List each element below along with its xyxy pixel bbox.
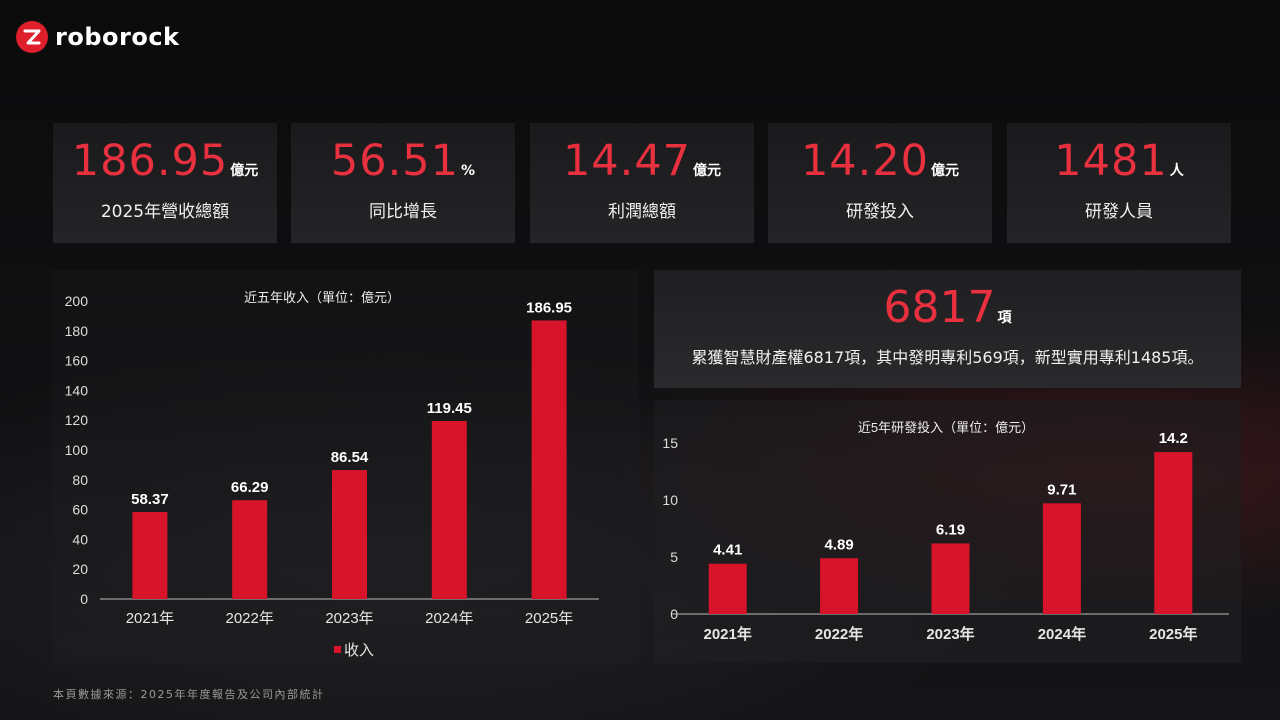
bar — [332, 470, 367, 599]
y-tick-label: 5 — [670, 549, 678, 565]
data-label: 66.29 — [231, 479, 269, 496]
ip-unit: 項 — [997, 310, 1012, 326]
stat-card-revenue: 186.95 億元 2025年營收總額 — [53, 123, 277, 243]
x-tick-label: 2025年 — [1149, 625, 1197, 643]
y-tick-label: 10 — [662, 492, 678, 508]
bar — [132, 512, 168, 599]
y-tick-label: 180 — [65, 323, 89, 339]
stat-unit: 億元 — [693, 163, 722, 179]
x-tick-label: 2025年 — [525, 610, 573, 627]
y-tick-label: 200 — [65, 293, 89, 309]
bar — [1042, 503, 1081, 614]
data-label: 6.19 — [936, 521, 965, 538]
stat-label: 研發投入 — [846, 202, 914, 222]
stat-unit: % — [461, 163, 476, 179]
x-tick-label: 2024年 — [1038, 625, 1086, 643]
x-tick-label: 2021年 — [126, 610, 174, 627]
ip-description: 累獲智慧財產權6817項，其中發明專利569項，新型實用專利1485項。 — [691, 348, 1204, 367]
stat-value: 14.47 — [562, 136, 692, 186]
stat-label: 研發人員 — [1085, 202, 1153, 222]
bar — [820, 558, 859, 614]
data-label: 4.89 — [824, 536, 853, 553]
y-tick-label: 15 — [662, 435, 678, 451]
stat-unit: 億元 — [230, 163, 259, 179]
stat-card-rd-investment: 14.20 億元 研發投入 — [768, 123, 992, 243]
x-tick-label: 2023年 — [926, 625, 974, 643]
y-tick-label: 80 — [72, 472, 88, 488]
stat-value: 56.51 — [330, 136, 460, 186]
stat-label: 利潤總額 — [608, 202, 676, 222]
y-tick-label: 60 — [72, 502, 88, 518]
y-tick-label: 160 — [65, 353, 89, 369]
y-tick-label: 0 — [80, 591, 88, 607]
stat-card-growth: 56.51% 同比增長 — [291, 123, 515, 243]
y-tick-label: 20 — [72, 561, 88, 577]
ip-panel: 6817 項 累獲智慧財產權6817項，其中發明專利569項，新型實用專利1485… — [654, 270, 1241, 388]
bar — [931, 543, 970, 614]
y-tick-label: 40 — [72, 531, 88, 547]
chart-title: 近5年研發投入（單位：億元） — [858, 420, 1034, 435]
legend-swatch — [334, 646, 341, 653]
data-label: 119.45 — [427, 400, 472, 417]
rd-chart-panel: 近5年研發投入（單位：億元） 0 5 10 15 4.41 2021年 4.89 2022年 6.… — [654, 400, 1241, 663]
data-label: 86.54 — [331, 449, 369, 466]
chart-title: 近五年收入（單位：億元） — [244, 290, 400, 305]
stat-label: 同比增長 — [369, 202, 437, 222]
y-tick-label: 120 — [65, 412, 89, 428]
stat-card-rd-staff: 1481 人 研發人員 — [1007, 123, 1231, 243]
stat-label: 2025年營收總額 — [100, 202, 230, 222]
footer-source: 本頁數據來源：2025年年度報告及公司內部統計 — [53, 688, 325, 701]
data-label: 9.71 — [1047, 481, 1076, 498]
legend-label: 收入 — [344, 642, 374, 659]
x-tick-label: 2022年 — [226, 610, 274, 627]
data-label: 58.37 — [131, 491, 169, 508]
y-tick-label: 100 — [65, 442, 89, 458]
stat-value: 186.95 — [71, 136, 229, 186]
roborock-logo-icon — [16, 21, 48, 53]
bar — [531, 320, 567, 599]
ip-value: 6817 — [883, 282, 996, 333]
bar — [431, 421, 467, 599]
stat-value: 14.20 — [800, 136, 930, 186]
data-label: 14.2 — [1159, 430, 1188, 447]
y-tick-label: 140 — [65, 382, 89, 398]
rd-bar-chart: 近5年研發投入（單位：億元）0510154.412021年4.892022年6.… — [662, 420, 1229, 643]
brand: roborock — [16, 21, 180, 53]
stat-unit: 億元 — [931, 163, 960, 179]
data-label: 4.41 — [713, 542, 742, 559]
x-tick-label: 2024年 — [425, 610, 473, 627]
brand-name: roborock — [55, 23, 180, 51]
stat-unit: 人 — [1169, 163, 1184, 179]
data-label: 186.95 — [526, 299, 572, 316]
revenue-bar-chart: 近五年收入（單位：億元） 0 20 40 60 80 100 120 140 160 180 200 5… — [65, 290, 599, 659]
x-tick-label: 2023年 — [325, 610, 373, 627]
bar — [708, 563, 747, 614]
bar — [1154, 452, 1193, 614]
x-tick-label: 2021年 — [704, 625, 752, 643]
x-tick-label: 2022年 — [815, 625, 863, 643]
stat-value: 1481 — [1054, 136, 1168, 186]
revenue-chart-panel: 近五年收入（單位：億元） 0 20 40 60 80 100 120 140 160 180 200 5… — [52, 270, 639, 663]
bar — [232, 500, 268, 599]
stat-card-profit: 14.47 億元 利潤總額 — [530, 123, 754, 243]
